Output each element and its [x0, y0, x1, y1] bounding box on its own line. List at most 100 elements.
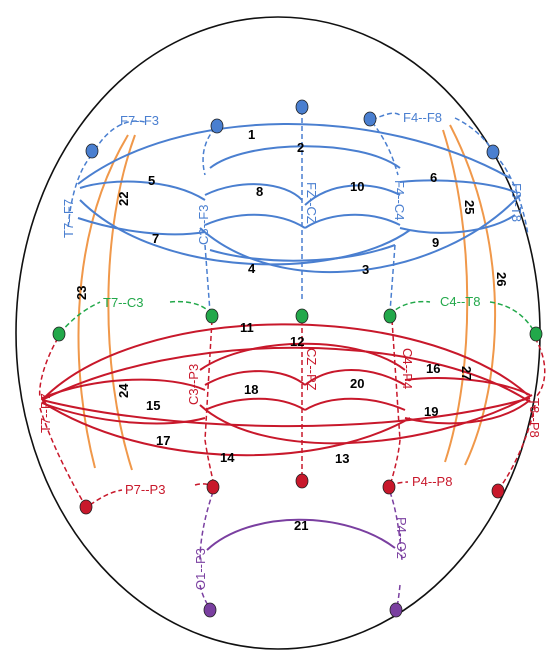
- dash-c4-p4: [389, 319, 401, 487]
- label-t8-p8: T8--P8: [527, 398, 542, 438]
- dash-t7-p7: [38, 337, 59, 399]
- label-c3-f3: C3--F3: [196, 205, 211, 245]
- edge-number-9: 9: [432, 235, 439, 250]
- dash-p4-o2: [389, 491, 403, 561]
- edge-26: [449, 124, 497, 466]
- dash-p7-p3: [89, 489, 123, 506]
- label-fz-cz: FZ--CZ: [304, 182, 319, 224]
- edge-17: [41, 402, 206, 425]
- node-p8: [491, 483, 505, 499]
- channel-labels: F7--F3 F4--F8 T7--F7 C3--F3 FZ--CZ F4--C…: [38, 110, 542, 590]
- dash-f4-c4: [371, 121, 399, 176]
- edge-14: [41, 401, 411, 457]
- dash-t8-right: [489, 301, 536, 334]
- dash-c3-p3: [204, 319, 215, 487]
- edge-3: [199, 194, 521, 273]
- edge-number-16: 16: [426, 361, 440, 376]
- edge-number-13: 13: [335, 451, 349, 466]
- edge-number-5: 5: [148, 173, 155, 188]
- dash-p3-o1: [199, 491, 214, 561]
- label-cz-pz: CZ--PZ: [304, 348, 319, 391]
- node-f4: [363, 111, 377, 127]
- edge-number-10: 10: [350, 179, 364, 194]
- label-f4-f8: F4--F8: [403, 110, 442, 125]
- node-t8: [529, 326, 543, 342]
- node-o2: [389, 602, 403, 618]
- dash-f8: [454, 117, 493, 151]
- dash-c3-right: [169, 300, 213, 316]
- edge-cross-d: [204, 397, 306, 411]
- edge-numbers: 1 2 3 4 5 6 7 8 9 10 11 12 13 14 15 16 1…: [74, 127, 509, 533]
- edge-number-3: 3: [362, 262, 369, 277]
- edge-7: [77, 217, 206, 236]
- edge-number-17: 17: [156, 433, 170, 448]
- dash-t7-f7: [67, 154, 93, 231]
- edge-18: [204, 370, 306, 386]
- dash-t8-p8: [534, 337, 546, 399]
- dash-p7-lower: [39, 407, 86, 506]
- edge-number-4: 4: [248, 261, 256, 276]
- label-c3-p3: C3--P3: [186, 364, 201, 405]
- edge-cross-c: [209, 244, 396, 262]
- head-outline: [15, 16, 541, 650]
- dash-f8-t8: [494, 154, 529, 236]
- label-p7-p3: P7--P3: [125, 482, 165, 497]
- node-pz: [295, 473, 309, 489]
- node-p4: [382, 479, 396, 495]
- edge-number-12: 12: [290, 334, 304, 349]
- label-t7-f7: T7--F7: [61, 199, 76, 238]
- dash-t7-c3: [59, 301, 101, 334]
- label-f8-t8: F8--T8: [509, 183, 524, 222]
- node-c4: [383, 308, 397, 324]
- edge-number-7: 7: [152, 231, 159, 246]
- edge-number-26: 26: [494, 272, 509, 286]
- edge-1: [77, 123, 511, 185]
- edge-10: [304, 184, 401, 206]
- edge-22: [107, 134, 136, 471]
- frontal-connections: [67, 110, 529, 313]
- edge-number-15: 15: [146, 398, 160, 413]
- edge-23: [77, 134, 129, 469]
- edge-number-1: 1: [248, 127, 255, 142]
- edge-number-25: 25: [462, 200, 477, 214]
- edge-6: [399, 179, 516, 193]
- edge-number-6: 6: [430, 170, 437, 185]
- dash-p8-lower: [497, 404, 536, 491]
- dash-f7-f3: [94, 120, 146, 151]
- label-o1-p3: O1--P3: [193, 548, 208, 590]
- node-c3: [205, 308, 219, 324]
- dash-f3-c3: [202, 127, 216, 176]
- node-fz: [295, 99, 309, 115]
- node-p3: [206, 479, 220, 495]
- dash-o1-lower: [199, 584, 210, 608]
- label-f7-f3: F7--F3: [120, 113, 159, 128]
- edge-9: [399, 214, 516, 234]
- edge-11: [41, 323, 529, 401]
- node-cz: [295, 308, 309, 324]
- edge-2: [209, 145, 401, 169]
- label-c4-p4: C4--P4: [400, 348, 415, 389]
- edge-number-8: 8: [256, 184, 263, 199]
- edge-19: [404, 399, 531, 425]
- electrode-nodes: [52, 99, 543, 618]
- edge-number-11: 11: [240, 320, 254, 335]
- edge-number-18: 18: [244, 382, 258, 397]
- label-p4-o2: P4--O2: [394, 517, 409, 559]
- edge-20: [304, 369, 406, 386]
- node-f8: [486, 144, 500, 160]
- edge-cross-g: [41, 397, 531, 428]
- label-t7-c3: T7--C3: [103, 295, 143, 310]
- edge-cross-a: [204, 213, 306, 229]
- orange-connections: [77, 124, 497, 471]
- dash-c4-left: [389, 300, 431, 316]
- edge-number-24: 24: [116, 383, 131, 398]
- edge-number-22: 22: [116, 192, 131, 206]
- label-p4-p8: P4--P8: [412, 474, 452, 489]
- node-t7: [52, 326, 66, 342]
- edge-5: [79, 180, 206, 201]
- edge-number-19: 19: [424, 404, 438, 419]
- edge-21: [206, 518, 396, 551]
- edge-cross-b: [304, 213, 401, 229]
- dash-c4-lower: [389, 244, 396, 313]
